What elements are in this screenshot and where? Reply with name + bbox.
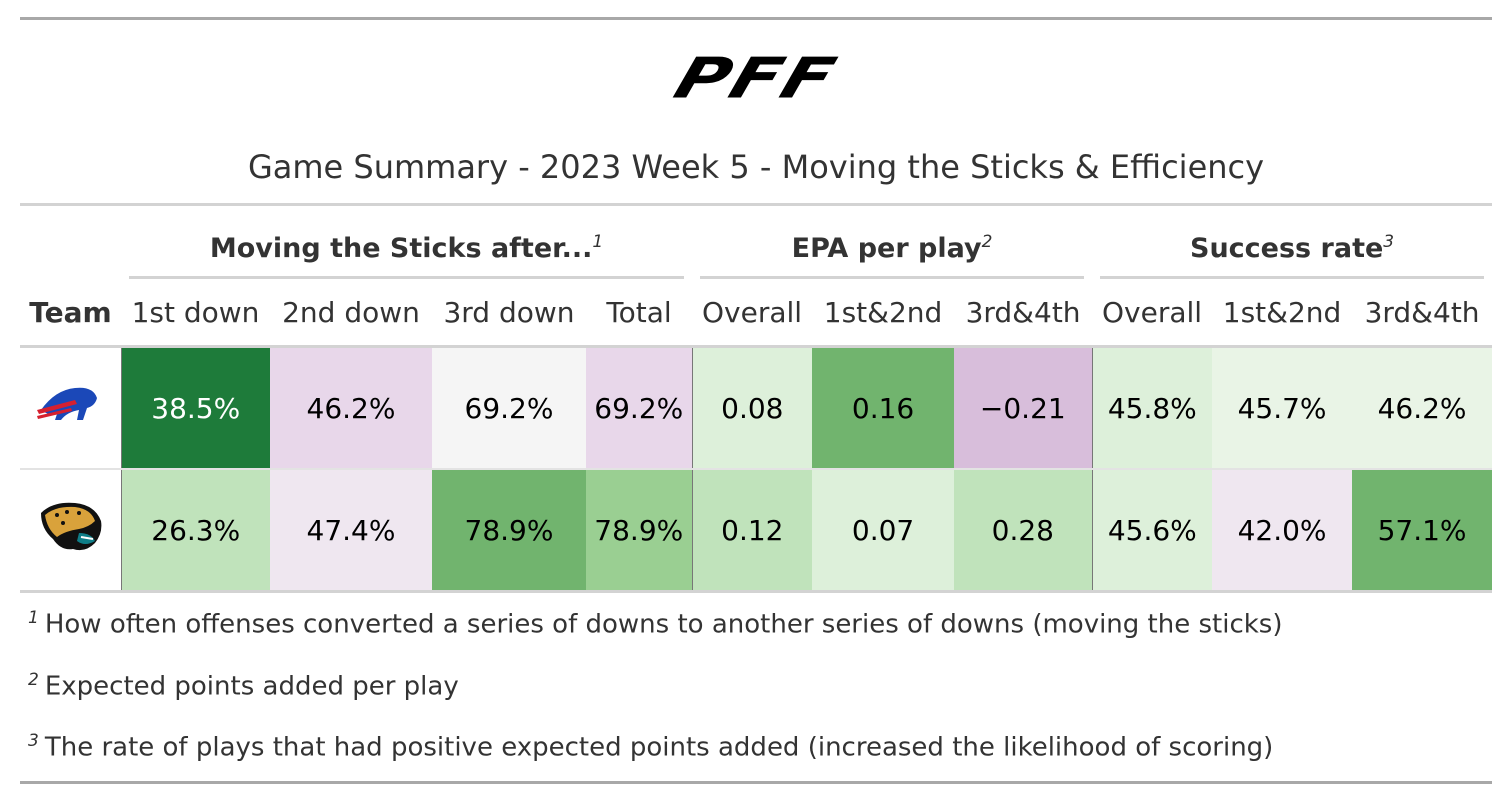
column-header: Team: [20, 279, 121, 348]
spanner-label: Success rate3: [1100, 232, 1485, 279]
footnote-mark: 3: [28, 731, 39, 751]
spanner-label: EPA per play2: [700, 232, 1085, 279]
data-cell: 69.2%: [432, 346, 586, 470]
team-logo-cell: [20, 469, 121, 593]
data-cell: 69.2%: [586, 346, 693, 470]
column-header: 3rd down: [432, 279, 586, 348]
data-cell: −0.21: [954, 346, 1093, 470]
data-cell: 78.9%: [432, 469, 586, 593]
spacer: [20, 205, 121, 280]
table-row: 38.5% 46.2% 69.2% 69.2% 0.08 0.16 −0.21 45.8% 45…: [20, 346, 1493, 470]
data-cell: 45.7%: [1212, 346, 1353, 470]
footnote: 1 How often offenses converted a series o…: [28, 608, 1283, 640]
data-cell: 46.2%: [270, 346, 432, 470]
data-cell: 38.5%: [120, 346, 270, 470]
data-cell: 26.3%: [120, 469, 270, 593]
top-rule: [20, 17, 1492, 20]
data-cell: 45.8%: [1091, 346, 1213, 470]
footnote: 3 The rate of plays that had positive exp…: [28, 731, 1273, 763]
footnote-text: How often offenses converted a series of…: [44, 609, 1283, 640]
data-cell: 78.9%: [586, 469, 693, 593]
footnote-mark: 1: [28, 608, 39, 628]
data-cell: 42.0%: [1212, 469, 1353, 593]
data-cell: 46.2%: [1352, 346, 1493, 470]
data-cell: 0.12: [691, 469, 813, 593]
team-logo-cell: [20, 346, 121, 470]
footnote-text: The rate of plays that had positive expe…: [44, 732, 1274, 763]
footnote-mark: 3: [1383, 232, 1395, 252]
data-cell: 0.16: [812, 346, 955, 470]
title: Game Summary - 2023 Week 5 - Moving the …: [247, 148, 1265, 186]
column-header: Overall: [692, 279, 813, 348]
column-header: Overall: [1092, 279, 1213, 348]
data-cell: 57.1%: [1352, 469, 1493, 593]
footnote-text: Expected points added per play: [44, 671, 459, 702]
spanner-text: Moving the Sticks after...: [209, 233, 593, 264]
footnote-mark: 1: [592, 232, 604, 252]
column-header: 3rd&4th: [954, 279, 1093, 348]
footnote-mark: 2: [28, 670, 39, 690]
spanner-text: Success rate: [1190, 233, 1384, 264]
column-header: 3rd&4th: [1352, 279, 1493, 348]
spanner-text: EPA per play: [791, 233, 982, 264]
data-cell: 45.6%: [1091, 469, 1213, 593]
data-cell: 0.08: [691, 346, 813, 470]
data-cell: 47.4%: [270, 469, 432, 593]
footnote: 2 Expected points added per play: [28, 670, 459, 702]
column-header: 1st down: [121, 279, 270, 348]
data-cell: 0.28: [954, 469, 1093, 593]
footnote-mark: 2: [981, 232, 993, 252]
data-cell: 0.07: [812, 469, 955, 593]
column-header: 1st&2nd: [1212, 279, 1353, 348]
logo: PFF: [666, 45, 846, 111]
table-row: 26.3% 47.4% 78.9% 78.9% 0.12 0.07 0.28 45.6% 42.…: [20, 469, 1493, 593]
spanner: Success rate3: [1092, 205, 1492, 279]
jaguars-logo: [41, 502, 102, 550]
bottom-rule: [20, 781, 1492, 784]
bills-logo: [37, 387, 98, 420]
spanner: Moving the Sticks after...1: [121, 205, 692, 279]
spanner-label: Moving the Sticks after...1: [129, 232, 685, 279]
column-header: 2nd down: [270, 279, 432, 348]
spanner: EPA per play2: [692, 205, 1092, 279]
column-header: 1st&2nd: [812, 279, 955, 348]
column-header: Total: [586, 279, 693, 348]
summary-table: Moving the Sticks after...1 EPA per play2…: [20, 203, 1493, 593]
